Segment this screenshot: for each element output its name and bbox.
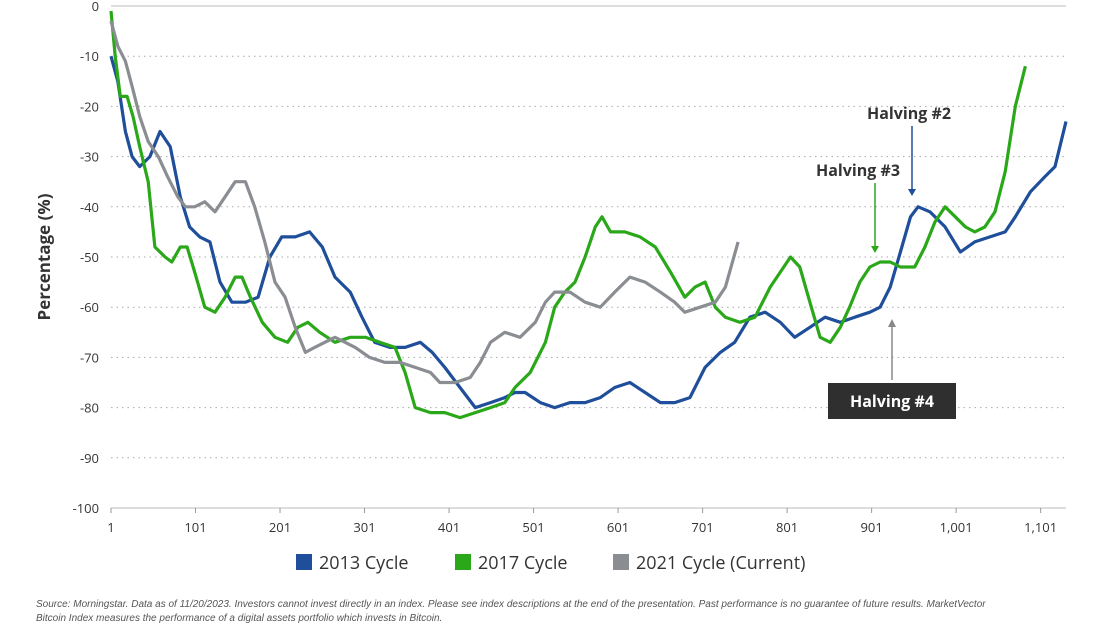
chart: Percentage (%) 0 -10 -20 -30 -40 -50 -60 -70 -80… [32, 0, 1068, 575]
legend-swatch [296, 554, 312, 570]
legend-label: 2017 Cycle [478, 551, 567, 575]
x-tick-label: 1 [107, 518, 114, 536]
y-tick-label: -70 [80, 348, 99, 366]
y-tick-label: 0 [92, 0, 99, 15]
legend-swatch [455, 554, 471, 570]
y-tick-label: -50 [80, 248, 99, 266]
y-tick-label: -20 [80, 97, 99, 115]
source-line: Bitcoin Index measures the performance o… [36, 613, 443, 624]
x-tick-label: 101 [184, 518, 206, 536]
y-axis-label: Percentage (%) [32, 193, 55, 320]
x-tick-label: 801 [776, 518, 798, 536]
legend-label: 2013 Cycle [319, 551, 408, 575]
x-tick-label: 201 [269, 518, 291, 536]
arrow-head [888, 319, 896, 327]
series-line [109, 20, 740, 385]
arrow-head [871, 246, 879, 253]
source-line: Source: Morningstar. Data as of 11/20/20… [36, 599, 986, 610]
annotation-box [828, 383, 956, 419]
legend-label: 2021 Cycle (Current) [636, 551, 805, 575]
x-tick-label: 501 [522, 518, 544, 536]
x-tick-label: 901 [860, 518, 882, 536]
source-note: Source: Morningstar. Data as of 11/20/20… [36, 598, 1096, 626]
x-tick-label: 401 [438, 518, 460, 536]
annotation: Halving #2 [867, 102, 951, 124]
annotation: Halving #3 [816, 159, 900, 181]
y-tick-label: -100 [73, 499, 99, 517]
arrow-head [908, 189, 916, 196]
series-line [109, 10, 1027, 420]
x-tick-label: 601 [607, 518, 629, 536]
x-tick-label: 1,101 [1024, 518, 1057, 536]
annotation: Halving #4 [850, 390, 934, 412]
y-tick-label: -30 [80, 148, 99, 166]
y-tick-label: -10 [80, 47, 99, 65]
x-tick-label: 301 [353, 518, 375, 536]
y-tick-label: -90 [80, 449, 99, 467]
y-tick-label: -40 [80, 198, 99, 216]
y-tick-label: -60 [80, 298, 99, 316]
series-line [109, 55, 1068, 410]
x-tick-label: 1,001 [940, 518, 973, 536]
y-tick-label: -80 [80, 399, 99, 417]
x-tick-label: 701 [691, 518, 713, 536]
legend-swatch [613, 554, 629, 570]
